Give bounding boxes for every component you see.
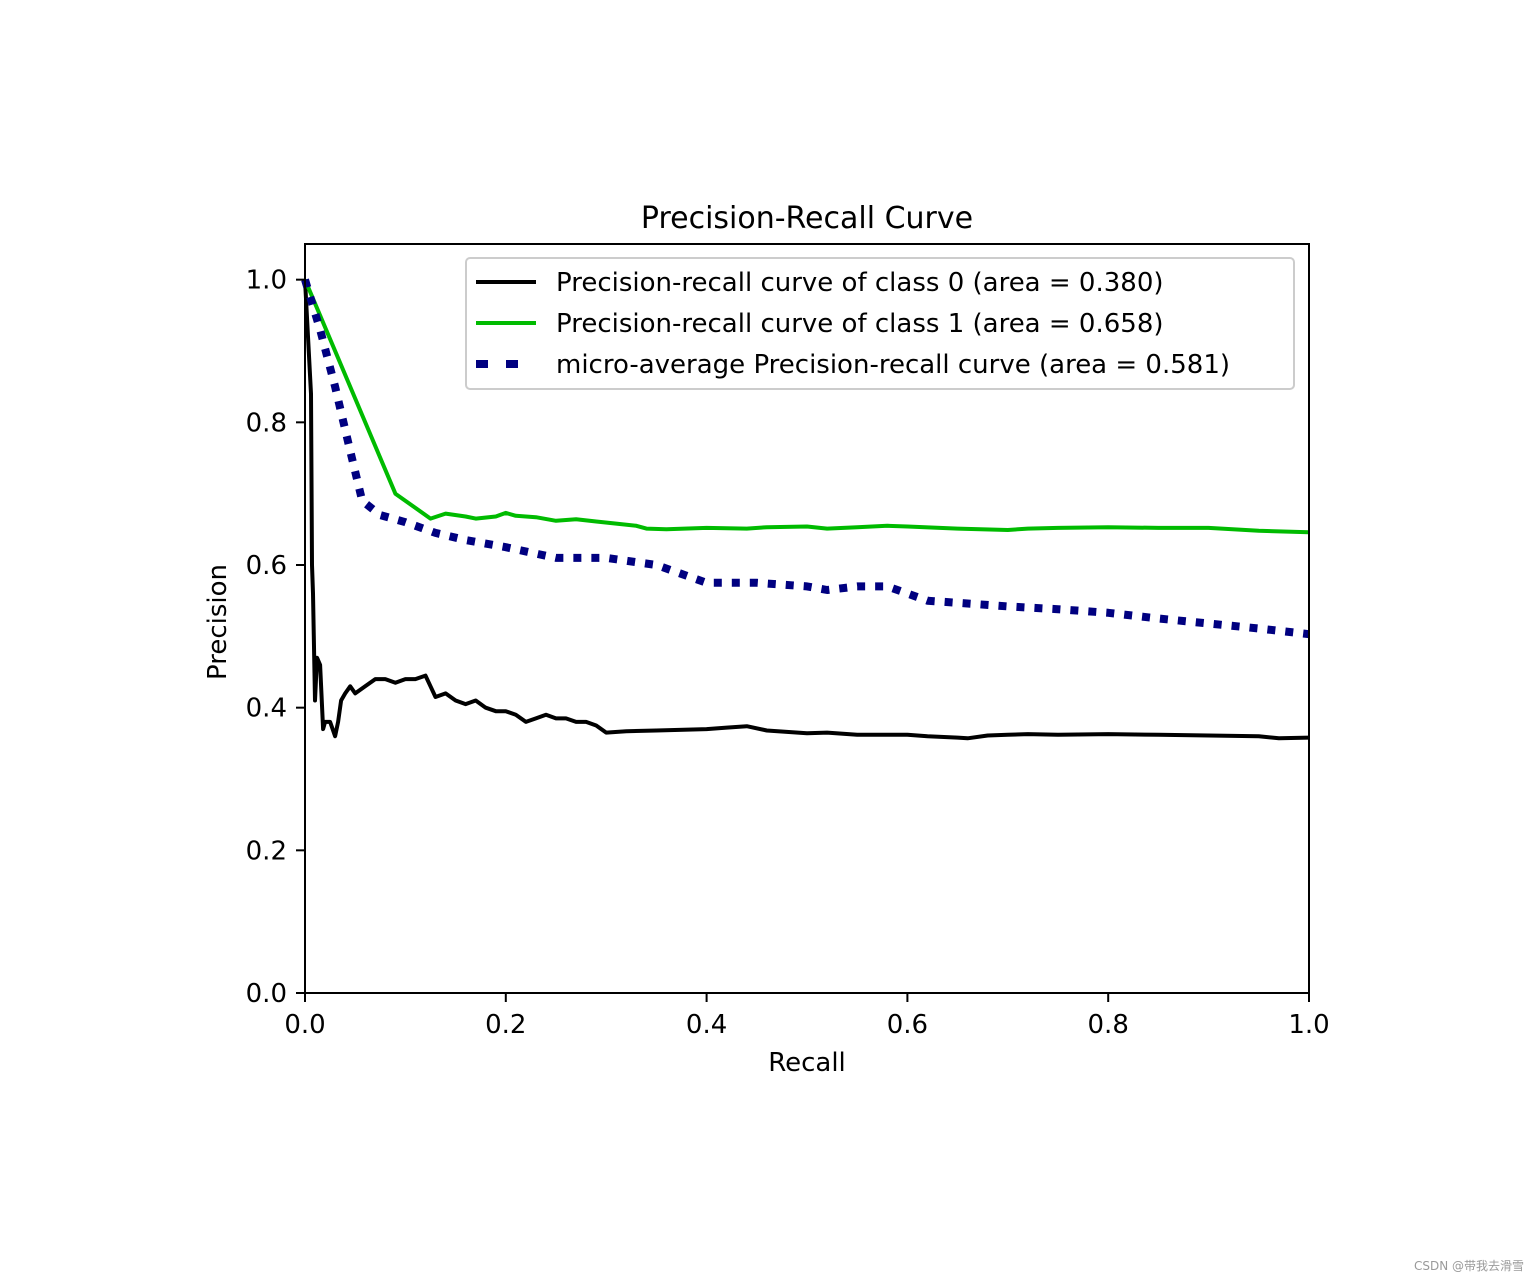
series-line-1: [303, 278, 1310, 535]
chart-title: Precision-Recall Curve: [641, 201, 973, 236]
y-axis-ticks: 0.0 0.2 0.4 0.6 0.8 1.0: [246, 266, 305, 1009]
watermark-text: CSDN @带我去滑雪: [1413, 1259, 1524, 1273]
plot-lines: [301, 278, 1310, 741]
axes-frame: [304, 243, 1310, 994]
x-axis-ticks: 0.0 0.2 0.4 0.6 0.8 1.0: [284, 993, 1330, 1040]
legend: Precision-recall curve of class 0 (area …: [465, 257, 1295, 390]
x-tick-label: 0.8: [1088, 1010, 1129, 1040]
y-tick-label: 0.6: [246, 551, 287, 581]
x-tick-label: 0.4: [686, 1010, 727, 1040]
legend-label-1: Precision-recall curve of class 1 (area …: [556, 309, 1164, 339]
y-tick-label: 1.0: [246, 266, 287, 296]
legend-box: [465, 257, 1295, 390]
y-tick-label: 0.8: [246, 408, 287, 438]
legend-label-2: micro-average Precision-recall curve (ar…: [556, 350, 1230, 380]
series-line-2: [301, 278, 1310, 639]
legend-entries: Precision-recall curve of class 0 (area …: [476, 268, 1230, 380]
x-tick-label: 0.2: [485, 1010, 526, 1040]
x-axis-label: Recall: [768, 1048, 846, 1078]
y-tick-label: 0.4: [246, 694, 287, 724]
y-tick-label: 0.0: [246, 979, 287, 1009]
x-tick-label: 0.0: [284, 1010, 325, 1040]
x-tick-label: 1.0: [1288, 1010, 1329, 1040]
y-tick-label: 0.2: [246, 836, 287, 866]
series-line-0: [303, 279, 1310, 741]
x-tick-label: 0.6: [887, 1010, 928, 1040]
legend-label-0: Precision-recall curve of class 0 (area …: [556, 268, 1164, 298]
y-axis-label: Precision: [203, 564, 233, 680]
